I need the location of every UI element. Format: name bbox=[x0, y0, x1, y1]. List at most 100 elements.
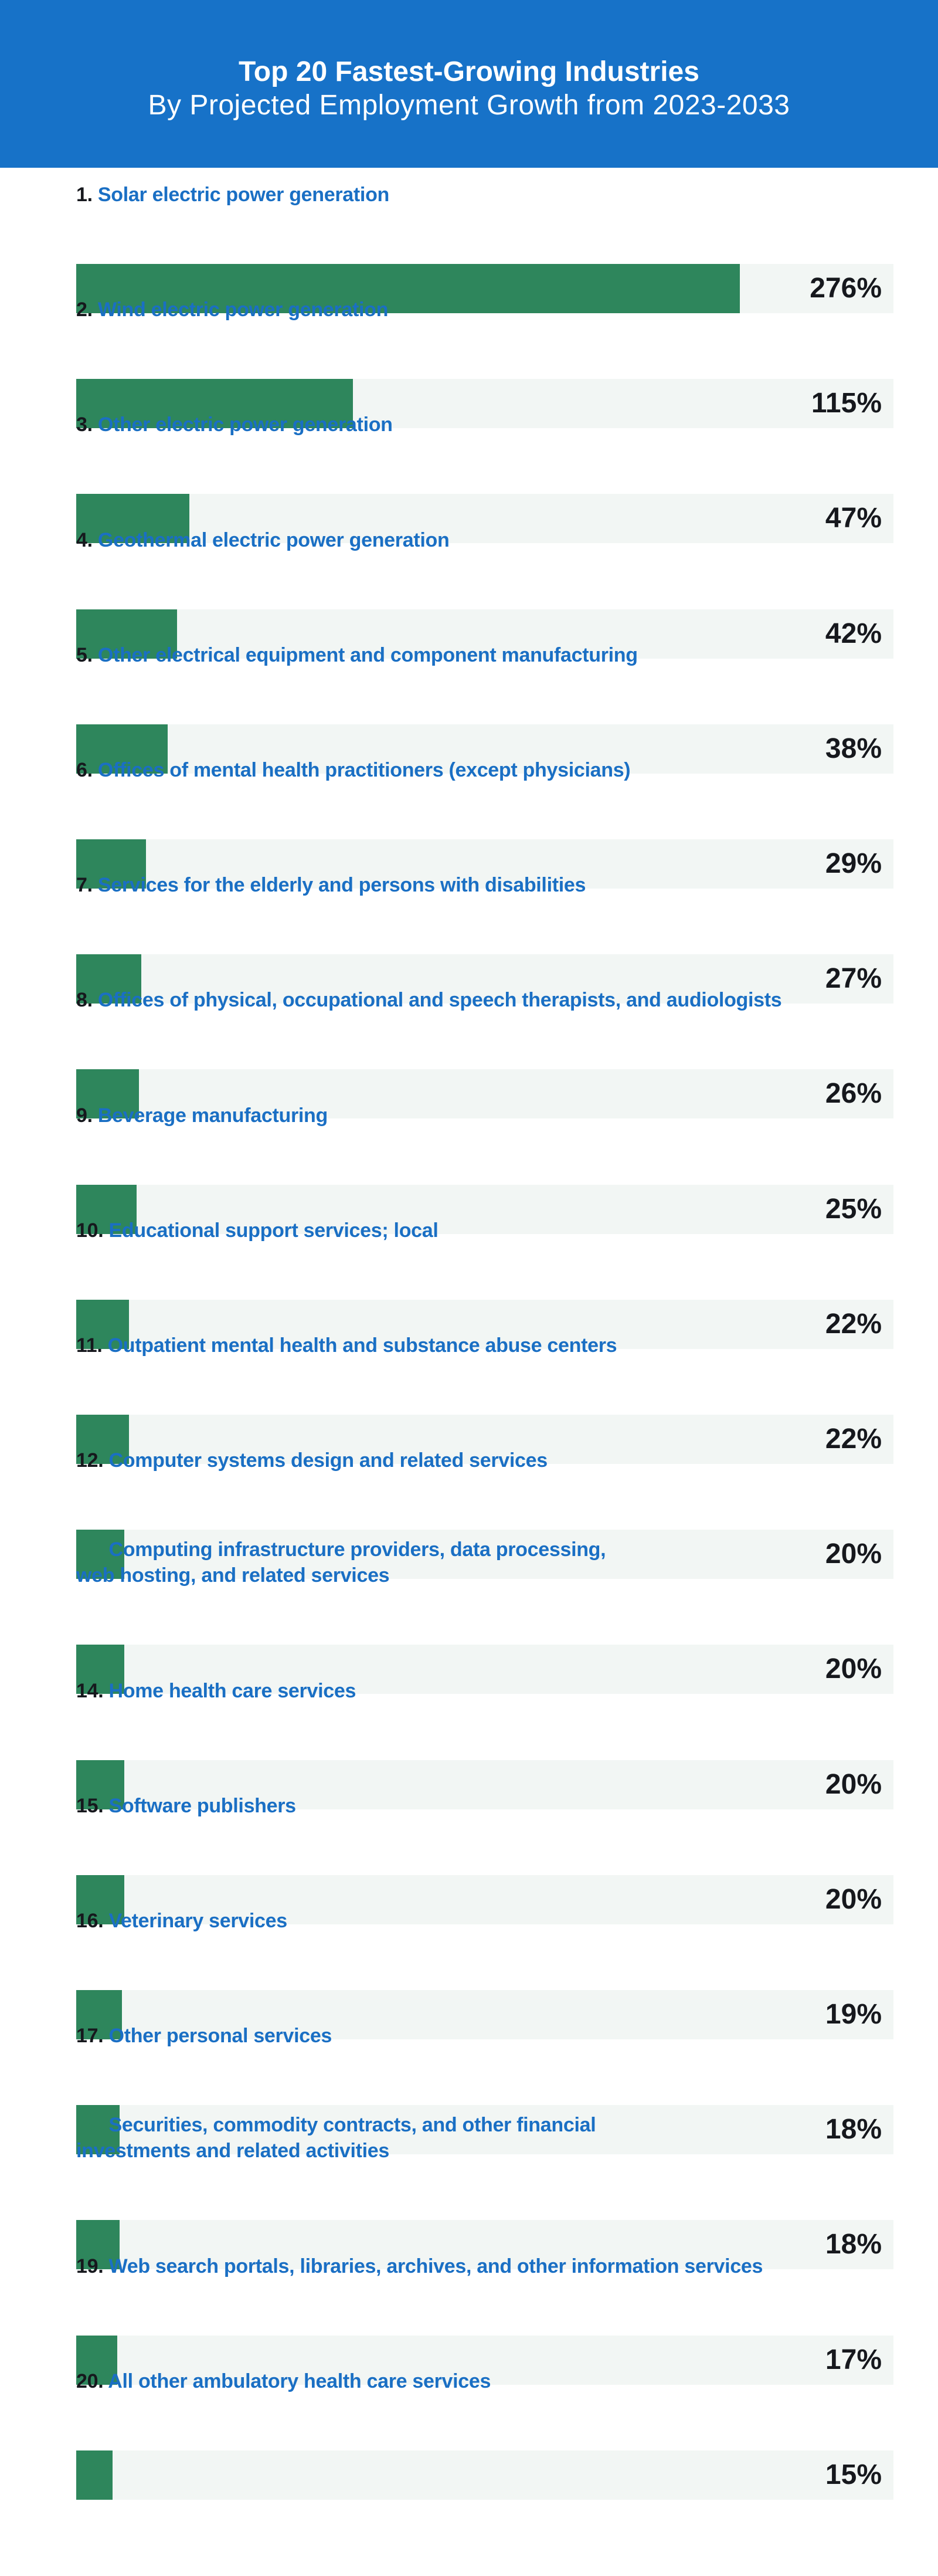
value-label: 17% bbox=[825, 2344, 882, 2375]
bar-label: 7. Services for the elderly and persons … bbox=[76, 872, 893, 898]
rank-number: 7. bbox=[76, 874, 93, 897]
bar-fill bbox=[76, 1415, 130, 1464]
bar-fill bbox=[76, 609, 178, 659]
bar-fill bbox=[76, 1530, 124, 1580]
bar-label: 19. Web search portals, libraries, archi… bbox=[76, 2253, 893, 2279]
value-label: 20% bbox=[825, 1653, 882, 1685]
value-label: 276% bbox=[810, 273, 882, 304]
bar-fill bbox=[76, 2450, 113, 2500]
bar-track: 22% bbox=[76, 1415, 893, 1464]
industry-name: Computer systems design and related serv… bbox=[108, 1449, 548, 1472]
industry-name: Other electric power generation bbox=[97, 413, 393, 436]
chart-title: Top 20 Fastest-Growing Industries bbox=[239, 56, 699, 87]
bar-label: 18. Securities, commodity contracts, and… bbox=[76, 2112, 893, 2164]
industry-name: Offices of physical, occupational and sp… bbox=[97, 989, 782, 1012]
value-label: 20% bbox=[825, 1883, 882, 1915]
bar-track: 19% bbox=[76, 1990, 893, 2039]
rank-number: 1. bbox=[76, 184, 93, 206]
bar-track: 47% bbox=[76, 494, 893, 544]
industry-name: Computing infrastructure providers, data… bbox=[108, 1538, 606, 1561]
industry-name: Offices of mental health practitioners (… bbox=[97, 759, 631, 781]
rank-number: 15. bbox=[76, 1794, 104, 1817]
bar-label: 13. Computing infrastructure providers, … bbox=[76, 1537, 893, 1588]
rank-number: 5. bbox=[76, 643, 93, 666]
industry-name: Geothermal electric power generation bbox=[97, 528, 450, 551]
bar-label: 3. Other electric power generation bbox=[76, 412, 893, 438]
industry-name-line2: web hosting, and related services bbox=[76, 1564, 390, 1587]
bar-fill bbox=[76, 1299, 130, 1349]
rank-number: 17. bbox=[76, 2025, 104, 2048]
bar-fill bbox=[76, 1069, 139, 1119]
rank-number: 19. bbox=[76, 2255, 104, 2277]
value-label: 47% bbox=[825, 503, 882, 534]
value-label: 22% bbox=[825, 1423, 882, 1455]
industry-name: Outpatient mental health and substance a… bbox=[107, 1334, 617, 1357]
bar-track: 20% bbox=[76, 1875, 893, 1924]
rank-number: 9. bbox=[76, 1104, 93, 1127]
industry-name: Securities, commodity contracts, and oth… bbox=[108, 2114, 596, 2137]
bar-track: 18% bbox=[76, 2220, 893, 2270]
value-label: 22% bbox=[825, 1308, 882, 1340]
bar-track: 22% bbox=[76, 1299, 893, 1349]
industry-name-line2: investments and related activities bbox=[76, 2140, 390, 2163]
bar-label: 16. Veterinary services bbox=[76, 1908, 893, 1934]
bar-label: 2. Wind electric power generation bbox=[76, 297, 893, 323]
bar-fill bbox=[76, 1875, 124, 1924]
bar-label: 14. Home health care services bbox=[76, 1678, 893, 1704]
rank-number: 4. bbox=[76, 528, 93, 551]
bar-label: 11. Outpatient mental health and substan… bbox=[76, 1333, 893, 1358]
rank-number: 16. bbox=[76, 1910, 104, 1932]
bar-fill bbox=[76, 1184, 137, 1234]
bar-track: 25% bbox=[76, 1184, 893, 1234]
bar-track: 27% bbox=[76, 954, 893, 1004]
bar-track: 17% bbox=[76, 2335, 893, 2385]
bar-fill bbox=[76, 724, 168, 774]
bar-fill bbox=[76, 264, 740, 313]
value-label: 38% bbox=[825, 733, 882, 764]
value-label: 18% bbox=[825, 2229, 882, 2260]
bar-track: 15% bbox=[76, 2450, 893, 2500]
bar-track: 29% bbox=[76, 839, 893, 889]
rank-number: 3. bbox=[76, 413, 93, 436]
industry-name: All other ambulatory health care service… bbox=[108, 2370, 491, 2392]
bar-label: 17. Other personal services bbox=[76, 2023, 893, 2049]
bar-fill bbox=[76, 954, 141, 1004]
bar-label: 4. Geothermal electric power generation bbox=[76, 527, 893, 553]
bar-track: 20% bbox=[76, 1530, 893, 1580]
rank-number: 14. bbox=[76, 1679, 104, 1702]
industry-name: Web search portals, libraries, archives,… bbox=[108, 2255, 763, 2277]
value-label: 20% bbox=[825, 1538, 882, 1570]
bar-label: 15. Software publishers bbox=[76, 1793, 893, 1819]
bar-fill bbox=[76, 494, 189, 544]
industry-name: Home health care services bbox=[108, 1679, 356, 1702]
value-label: 15% bbox=[825, 2459, 882, 2490]
bar-label: 9. Beverage manufacturing bbox=[76, 1103, 893, 1128]
rank-number: 20. bbox=[76, 2370, 104, 2392]
bar-label: 5. Other electrical equipment and compon… bbox=[76, 642, 893, 668]
value-label: 20% bbox=[825, 1768, 882, 1800]
chart-subtitle: By Projected Employment Growth from 2023… bbox=[148, 90, 790, 121]
value-label: 115% bbox=[811, 388, 882, 419]
rank-number: 10. bbox=[76, 1219, 104, 1242]
bar-fill bbox=[76, 2220, 120, 2270]
bar-fill bbox=[76, 1760, 124, 1809]
industry-name: Services for the elderly and persons wit… bbox=[97, 874, 586, 897]
bar-track: 276% bbox=[76, 264, 893, 313]
bar-track: 38% bbox=[76, 724, 893, 774]
bar-fill bbox=[76, 1645, 124, 1694]
industry-name: Educational support services; local bbox=[108, 1219, 439, 1242]
value-label: 29% bbox=[825, 848, 882, 879]
bar-track: 20% bbox=[76, 1645, 893, 1694]
rank-number: 18. bbox=[76, 2114, 104, 2137]
value-label: 18% bbox=[825, 2114, 882, 2145]
rank-number: 11. bbox=[76, 1334, 103, 1357]
bar-fill bbox=[76, 2105, 120, 2155]
industry-name: Wind electric power generation bbox=[97, 299, 389, 321]
rank-number: 2. bbox=[76, 299, 93, 321]
value-label: 26% bbox=[825, 1078, 882, 1110]
rank-number: 8. bbox=[76, 989, 93, 1012]
value-label: 19% bbox=[825, 1999, 882, 2030]
industry-name: Solar electric power generation bbox=[97, 184, 390, 206]
rank-number: 13. bbox=[76, 1538, 104, 1561]
bar-track: 20% bbox=[76, 1760, 893, 1809]
